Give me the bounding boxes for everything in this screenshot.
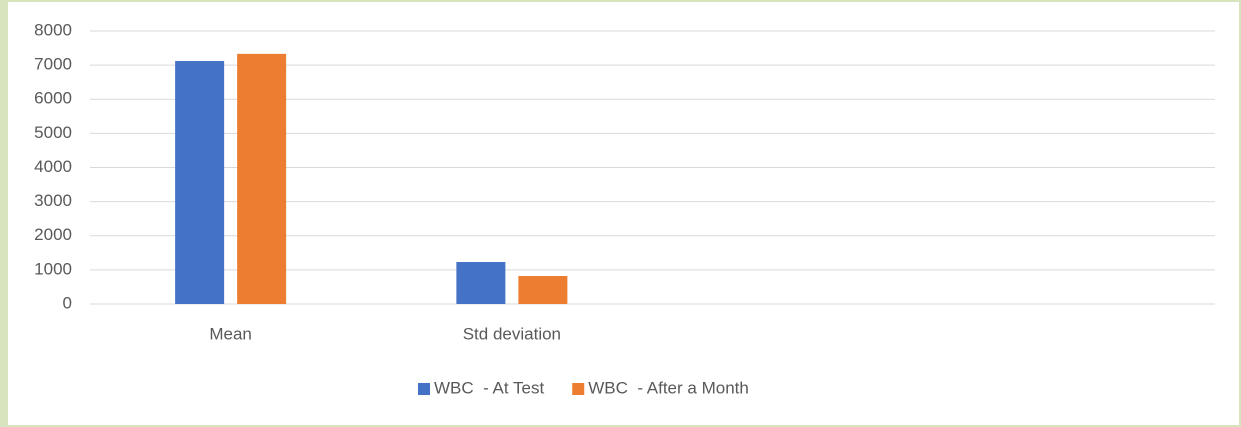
legend-label: WBC - At Test (434, 378, 544, 397)
y-tick-label: 3000 (34, 191, 72, 210)
bar (175, 61, 225, 304)
y-tick-label: 6000 (34, 89, 72, 108)
legend-label: WBC - After a Month (588, 378, 749, 397)
y-tick-label: 4000 (34, 157, 72, 176)
x-tick-label: Std deviation (463, 324, 561, 343)
frame-stripe (0, 0, 8, 427)
bar (237, 53, 287, 304)
legend-swatch (572, 383, 585, 395)
y-tick-label: 0 (63, 293, 72, 312)
bar (456, 262, 506, 304)
x-tick-label: Mean (209, 324, 252, 343)
y-tick-label: 5000 (34, 123, 72, 142)
y-tick-label: 2000 (34, 225, 72, 244)
y-tick-label: 8000 (34, 20, 72, 39)
legend-swatch (418, 383, 430, 395)
bar (518, 276, 568, 304)
y-tick-label: 1000 (34, 259, 72, 278)
y-tick-label: 7000 (34, 55, 72, 74)
